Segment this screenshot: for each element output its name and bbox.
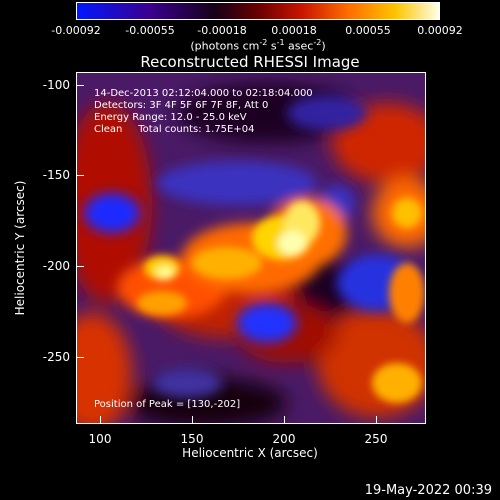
clean-counts: Clean Total counts: 1.75E+04 <box>94 124 255 135</box>
footer-date: 19-May-2022 00:39 <box>364 483 492 498</box>
x-tick-mark <box>192 416 193 424</box>
x-tick-label: 200 <box>272 432 296 446</box>
colorbar-gradient <box>77 3 439 19</box>
peak-position: Position of Peak = [130,-202] <box>94 399 241 410</box>
x-tick-mark <box>100 416 101 424</box>
x-tick-mark <box>284 416 285 424</box>
colorbar-tick-label: -0.00018 <box>197 24 247 37</box>
y-tick-mark <box>76 85 84 86</box>
colorbar-tick-label: -0.00055 <box>125 24 175 37</box>
y-tick-mark <box>76 357 84 358</box>
colorbar <box>76 2 440 20</box>
time-range: 14-Dec-2013 02:12:04.000 to 02:18:04.000 <box>94 88 313 99</box>
detectors-line: Detectors: 3F 4F 5F 6F 7F 8F, Att 0 <box>94 100 269 111</box>
y-tick-mark <box>76 266 84 267</box>
image-title: Reconstructed RHESSI Image <box>140 53 360 71</box>
rhessi-image: 14-Dec-2013 02:12:04.000 to 02:18:04.000… <box>76 72 426 424</box>
x-tick-label: 100 <box>88 432 112 446</box>
x-tick-label: 150 <box>180 432 204 446</box>
y-tick-label: -150 <box>42 168 70 182</box>
colorbar-tick-label: 0.00018 <box>271 24 317 37</box>
y-tick-label: -200 <box>42 259 70 273</box>
info-block: 14-Dec-2013 02:12:04.000 to 02:18:04.000… <box>94 88 313 136</box>
y-tick-label: -100 <box>42 78 70 92</box>
colorbar-tick-label: 0.00055 <box>345 24 391 37</box>
x-tick-label: 250 <box>364 432 388 446</box>
x-tick-mark <box>376 416 377 424</box>
energy-range: Energy Range: 12.0 - 25.0 keV <box>94 112 247 123</box>
y-tick-mark <box>76 175 84 176</box>
colorbar-tick-label: -0.00092 <box>51 24 101 37</box>
y-axis-label: Heliocentric Y (arcsec) <box>13 180 27 316</box>
flare-map <box>77 73 425 423</box>
x-axis-label: Heliocentric X (arcsec) <box>182 446 318 460</box>
colorbar-tick-label: 0.00092 <box>417 24 463 37</box>
colorbar-units: (photons cm-2 s-1 asec-2) <box>190 38 326 53</box>
y-tick-label: -250 <box>42 350 70 364</box>
